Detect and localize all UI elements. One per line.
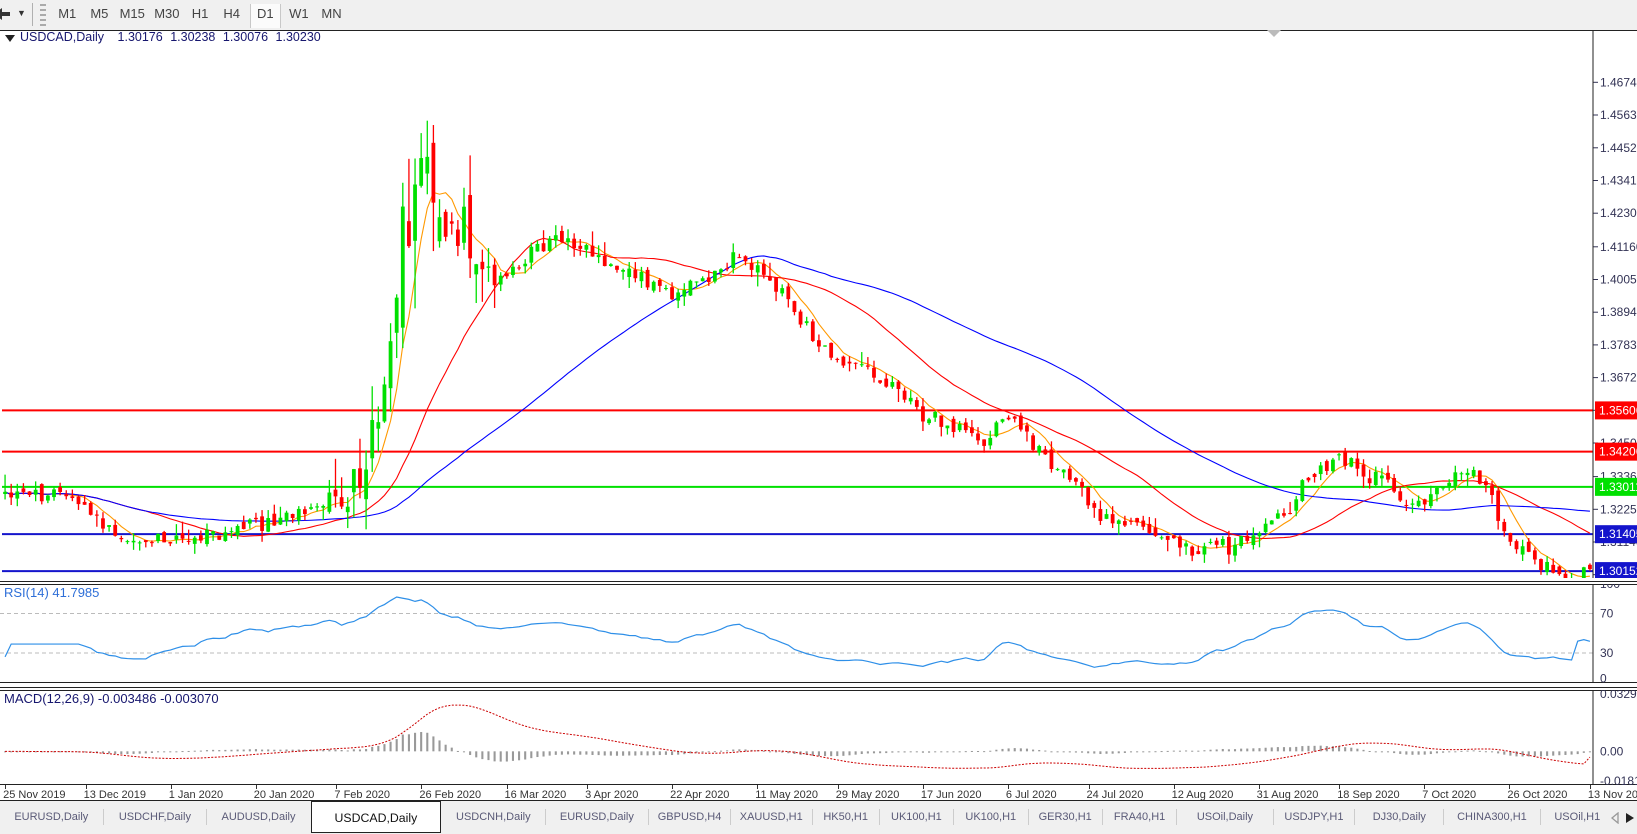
svg-text:1.32250: 1.32250 xyxy=(1600,502,1637,516)
svg-text:0.032972: 0.032972 xyxy=(1600,690,1637,701)
svg-text:1.34206: 1.34206 xyxy=(1599,445,1637,459)
svg-text:1.41160: 1.41160 xyxy=(1600,240,1637,254)
svg-text:100: 100 xyxy=(1600,584,1620,591)
svg-text:1.40050: 1.40050 xyxy=(1600,273,1637,287)
svg-text:1.36720: 1.36720 xyxy=(1600,371,1637,385)
svg-text:1.44520: 1.44520 xyxy=(1600,141,1637,155)
svg-text:70: 70 xyxy=(1600,607,1614,621)
svg-text:1.37830: 1.37830 xyxy=(1600,338,1637,352)
svg-text:-0.018154: -0.018154 xyxy=(1600,774,1637,785)
svg-text:1.35606: 1.35606 xyxy=(1599,403,1637,417)
svg-text:1.43410: 1.43410 xyxy=(1600,174,1637,188)
svg-text:1.38940: 1.38940 xyxy=(1600,305,1637,319)
svg-text:0.00: 0.00 xyxy=(1600,744,1624,758)
svg-text:1.42300: 1.42300 xyxy=(1600,206,1637,220)
svg-text:1.31405: 1.31405 xyxy=(1599,527,1637,541)
svg-text:1.30152: 1.30152 xyxy=(1599,564,1637,578)
svg-text:1.46740: 1.46740 xyxy=(1600,75,1637,89)
svg-text:30: 30 xyxy=(1600,646,1614,660)
svg-text:0: 0 xyxy=(1600,672,1607,683)
svg-text:1.45630: 1.45630 xyxy=(1600,108,1637,122)
